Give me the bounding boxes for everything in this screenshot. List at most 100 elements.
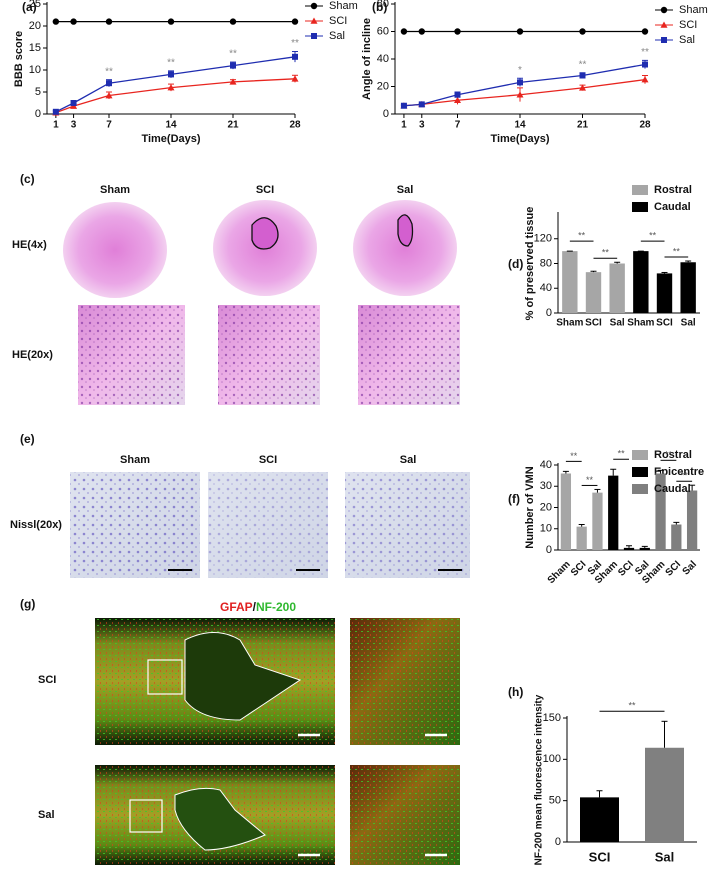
- column-title: Sal: [397, 184, 414, 196]
- significance: **: [618, 449, 626, 459]
- legend-marker: [660, 6, 668, 14]
- x-tick-label: 7: [455, 120, 461, 131]
- marker: [454, 91, 461, 98]
- x-tick-label: 14: [514, 120, 526, 131]
- x-tick-label: Sham: [627, 318, 654, 329]
- column-title: Sal: [400, 454, 417, 466]
- legend-swatch: [632, 202, 648, 212]
- legend-label: SCI: [679, 19, 697, 31]
- legend-swatch: [632, 484, 648, 494]
- y-tick-label: 25: [29, 0, 41, 10]
- panel-label: (b): [372, 0, 387, 14]
- column-title: SCI: [256, 184, 274, 196]
- marker: [579, 72, 586, 79]
- fluorescence-images: [95, 618, 460, 865]
- x-tick-label: Sham: [546, 559, 573, 586]
- marker: [516, 28, 524, 35]
- significance: **: [229, 49, 237, 60]
- marker: [517, 79, 523, 86]
- y-axis-label: Number of VMN: [524, 466, 536, 549]
- legend-marker: [310, 17, 318, 24]
- bar: [671, 524, 682, 550]
- marker: [400, 102, 407, 109]
- significance: **: [673, 246, 681, 256]
- row-title: Sal: [38, 809, 55, 821]
- marker: [418, 28, 425, 35]
- stain-separator: /: [253, 600, 257, 614]
- stain-gfap: GFAP: [220, 600, 253, 614]
- marker: [106, 80, 112, 87]
- y-axis-label: Angle of incline: [361, 18, 373, 100]
- legend-label: Sal: [329, 30, 345, 42]
- panel-label: (h): [508, 685, 523, 699]
- legend-label: Epicentre: [654, 466, 704, 478]
- y-tick-label: 60: [377, 25, 389, 37]
- y-tick-label: 0: [546, 544, 552, 556]
- bar: [562, 251, 578, 313]
- row-title: HE(20x): [12, 349, 53, 361]
- y-tick-label: 100: [543, 753, 561, 765]
- marker: [291, 75, 299, 82]
- x-tick-label: Sal: [655, 849, 675, 864]
- y-tick-label: 50: [549, 795, 561, 807]
- legend-swatch: [632, 450, 648, 460]
- marker: [52, 108, 59, 115]
- y-tick-label: 15: [29, 42, 41, 54]
- row-title: Nissl(20x): [10, 519, 62, 531]
- significance: **: [291, 38, 299, 49]
- marker: [454, 96, 461, 104]
- column-title: SCI: [259, 454, 277, 466]
- x-tick-label: 3: [71, 120, 77, 131]
- legend-label: Rostral: [654, 184, 692, 196]
- bar: [560, 473, 572, 550]
- row-title: SCI: [38, 674, 56, 686]
- nissl-images: [70, 472, 470, 578]
- legend-label: Caudal: [654, 483, 691, 495]
- y-tick-label: 40: [540, 459, 552, 471]
- marker: [516, 91, 524, 98]
- y-axis-label: % of preserved tissue: [524, 207, 536, 321]
- marker: [229, 18, 237, 25]
- significance: *: [518, 65, 522, 76]
- significance: **: [649, 231, 657, 241]
- series-line: [55, 78, 296, 114]
- marker: [579, 28, 586, 35]
- marker: [454, 28, 461, 35]
- marker: [105, 18, 113, 25]
- bar: [576, 526, 587, 550]
- legend-marker: [310, 2, 318, 10]
- panel-label: (e): [20, 432, 35, 446]
- x-tick-label: 21: [577, 120, 589, 131]
- x-tick-label: 14: [165, 120, 177, 131]
- bar: [580, 797, 619, 842]
- column-title: Sham: [100, 184, 130, 196]
- series-line: [403, 78, 646, 107]
- stain-nf200: NF-200: [256, 600, 296, 614]
- marker: [230, 62, 236, 69]
- significance: **: [628, 701, 636, 711]
- marker: [70, 18, 77, 25]
- bar: [680, 262, 696, 313]
- y-tick-label: 5: [35, 86, 41, 98]
- bar: [686, 490, 698, 550]
- y-tick-label: 10: [540, 523, 552, 535]
- panel-label: (c): [20, 172, 35, 186]
- marker: [579, 84, 586, 91]
- series-line: [403, 63, 646, 107]
- x-tick-label: Sham: [556, 318, 583, 329]
- x-tick-label: 1: [53, 120, 59, 131]
- bar: [608, 475, 619, 550]
- marker: [418, 101, 425, 108]
- y-tick-label: 120: [534, 233, 552, 245]
- significance: **: [641, 47, 649, 58]
- legend-marker: [661, 37, 667, 43]
- marker: [105, 92, 113, 99]
- bar: [609, 263, 625, 313]
- significance: **: [579, 59, 587, 70]
- x-tick-label: SCI: [656, 318, 673, 329]
- x-tick-label: Sal: [610, 318, 625, 329]
- bar: [585, 272, 602, 313]
- he-4x-images: [63, 200, 457, 298]
- panel-label: (a): [22, 0, 37, 14]
- x-axis-label: Time(Days): [141, 133, 200, 145]
